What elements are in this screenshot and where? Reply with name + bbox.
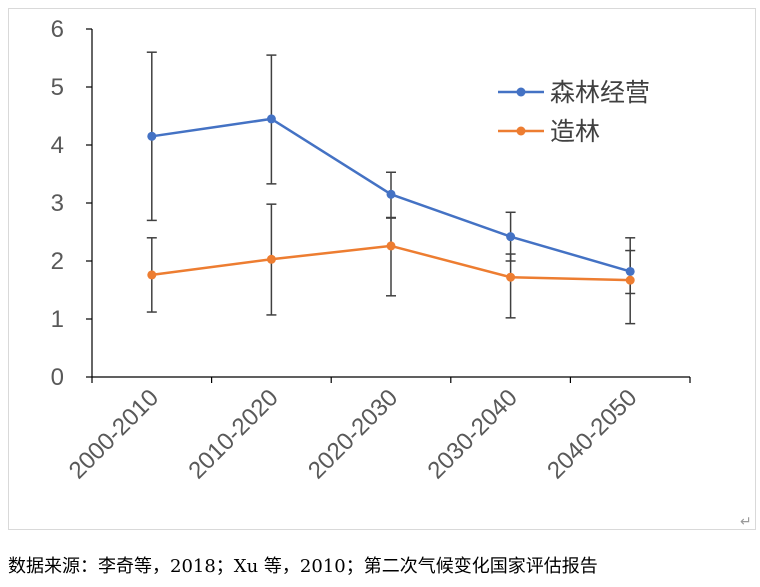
y-tick-labels: 0 1 2 3 4 5 6 [51, 16, 92, 391]
y-tick-label: 1 [51, 306, 64, 333]
y-tick-label: 0 [51, 364, 64, 391]
x-tick-label: 2030-2040 [423, 384, 523, 484]
x-tick-label: 2000-2010 [64, 384, 164, 484]
data-point [266, 114, 276, 124]
legend-label-afforestation: 造林 [550, 118, 600, 146]
y-tick-label: 5 [51, 74, 64, 101]
x-tick-labels: 2000-2010 2010-2020 2020-2030 2030-2040 2040… [64, 377, 691, 484]
error-bar [625, 249, 636, 325]
data-point [625, 275, 635, 285]
legend: 森林经营 造林 [498, 79, 650, 146]
error-bar [386, 217, 396, 297]
legend-dot-afforestation [516, 126, 526, 136]
y-tick-label: 2 [51, 248, 64, 275]
data-point [266, 254, 276, 264]
y-tick-label: 4 [51, 132, 64, 159]
x-tick-label: 2040-2050 [542, 384, 642, 484]
error-bar [505, 253, 516, 319]
y-tick-label: 6 [51, 16, 64, 43]
data-point [625, 266, 635, 276]
source-caption: 数据来源：李奇等，2018；Xu 等，2010；第二次气候变化国家评估报告 [8, 556, 598, 577]
x-tick-label: 2010-2020 [183, 384, 283, 484]
line-chart: 0 1 2 3 4 5 6 2000-2010 2010-2020 2020-2030 2030-… [51, 16, 691, 484]
data-point [147, 131, 157, 141]
legend-label-forest-management: 森林经营 [550, 79, 650, 107]
data-point [506, 232, 516, 242]
y-tick-label: 3 [51, 190, 64, 217]
legend-dot-forest-management [516, 87, 526, 97]
data-point [506, 272, 516, 282]
data-point [386, 241, 396, 251]
paragraph-return-mark: ↵ [740, 514, 752, 530]
data-point [147, 270, 157, 280]
data-points [147, 114, 635, 285]
data-point [386, 189, 396, 199]
x-tick-label: 2020-2030 [303, 384, 403, 484]
